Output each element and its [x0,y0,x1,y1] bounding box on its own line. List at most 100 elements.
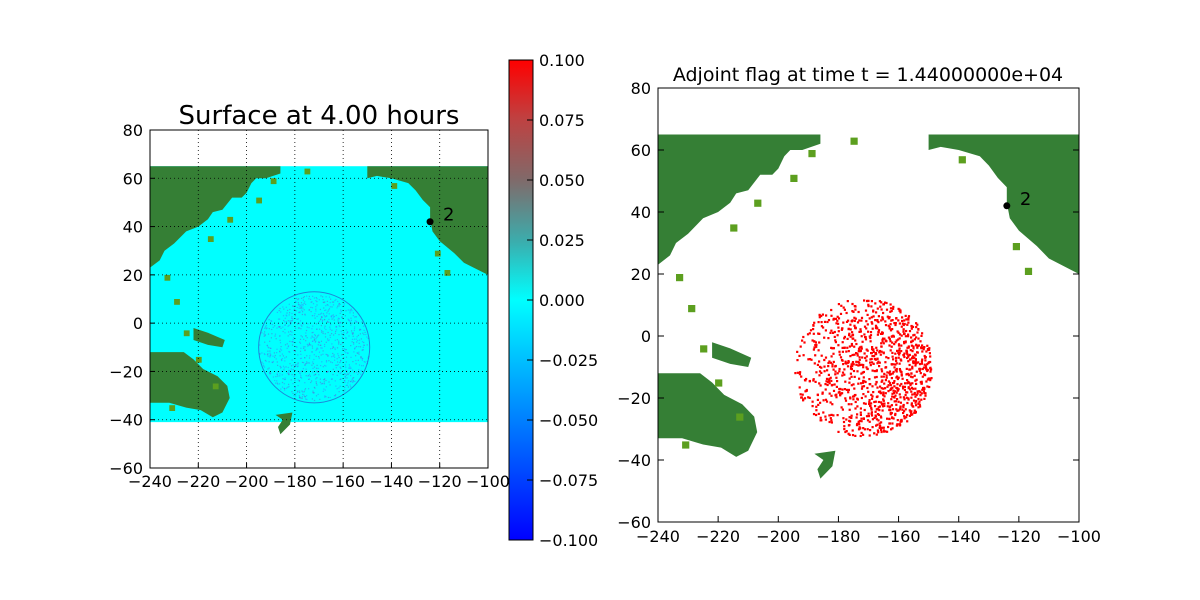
flagged-cell [849,396,852,399]
wave-speck [345,329,347,331]
wave-speck [303,338,305,340]
wave-speck [315,367,318,369]
wave-speck [334,359,336,361]
wave-speck [304,314,306,316]
wave-speck [301,336,303,338]
flagged-cell [885,376,888,379]
wave-speck [347,380,350,382]
flagged-cell [921,344,924,347]
flagged-cell [922,346,925,349]
flagged-cell [866,367,869,371]
flagged-cell [860,396,863,400]
wave-speck [352,312,354,314]
wave-speck [345,349,347,351]
flagged-cell [868,335,871,338]
flagged-cell [863,428,866,431]
flagged-cell [914,395,917,398]
flagged-cell [860,387,864,390]
wave-speck [266,354,269,356]
flagged-cell [863,299,866,302]
flagged-cell [855,416,858,419]
wave-speck [304,388,307,390]
wave-speck [353,328,356,330]
flagged-cell [848,334,851,337]
wave-speck [297,363,299,365]
flagged-cell [906,379,909,382]
wave-speck [276,380,278,382]
flagged-cell [848,345,851,348]
flagged-cell [836,334,839,337]
flagged-cell [895,367,898,371]
wave-speck [350,386,352,388]
wave-speck [334,347,336,349]
wave-speck [298,372,301,374]
wave-speck [293,366,295,368]
wave-speck [305,375,307,377]
flagged-cell [882,392,885,395]
wave-speck [294,308,296,310]
flagged-cell [863,352,866,355]
wave-speck [294,374,296,376]
flagged-cell [859,382,863,385]
wave-speck [335,298,337,301]
flagged-cell [822,411,825,414]
wave-speck [297,318,299,320]
wave-speck [349,367,351,369]
left-plot-data [150,166,488,435]
flagged-cell [910,386,913,389]
wave-speck [297,385,299,387]
wave-speck [298,322,300,325]
flagged-cell [875,353,878,356]
wave-speck [263,366,266,368]
wave-speck [350,375,352,377]
flagged-cell [929,360,932,364]
wave-speck [347,373,349,375]
wave-speck [324,319,326,321]
wave-speck [328,381,330,383]
wave-speck [301,304,303,306]
flagged-cell [844,360,847,363]
wave-speck [279,373,281,375]
wave-speck [302,368,304,370]
flagged-cell [803,397,807,400]
wave-speck [334,380,336,382]
wave-speck [278,326,280,328]
flagged-cell [907,333,910,336]
wave-speck [345,384,347,386]
wave-speck [316,347,318,349]
flagged-cell [839,387,842,391]
flagged-cell [871,369,874,372]
flagged-cell [862,376,865,379]
flagged-cell [924,359,927,362]
wave-speck [316,384,318,386]
flagged-cell [864,309,868,312]
wave-speck [338,322,341,324]
flagged-cell [837,317,841,320]
wave-speck [293,305,295,307]
wave-speck [288,373,290,375]
wave-speck [344,373,346,375]
flagged-cell [906,420,909,423]
flagged-cell [829,401,832,404]
flagged-cell [884,379,887,382]
colorbar-tick-label: 0.025 [539,231,585,250]
flagged-cell [886,417,889,420]
wave-speck [341,342,343,344]
colorbar-tick-label: 0.075 [539,111,585,130]
wave-speck [311,345,313,347]
wave-speck [286,372,288,374]
wave-speck [315,297,317,299]
wave-speck [354,316,356,318]
flagged-cell [889,340,892,343]
flagged-cell [925,350,928,353]
wave-speck [290,379,292,381]
flagged-cell [926,363,929,366]
flagged-cell [920,392,923,395]
wave-speck [357,359,359,361]
flagged-cell [905,396,908,399]
flagged-cell [891,355,894,358]
wave-speck [330,361,332,363]
flagged-cell [861,381,865,384]
flagged-cell [917,328,920,331]
flagged-cell [892,358,895,361]
